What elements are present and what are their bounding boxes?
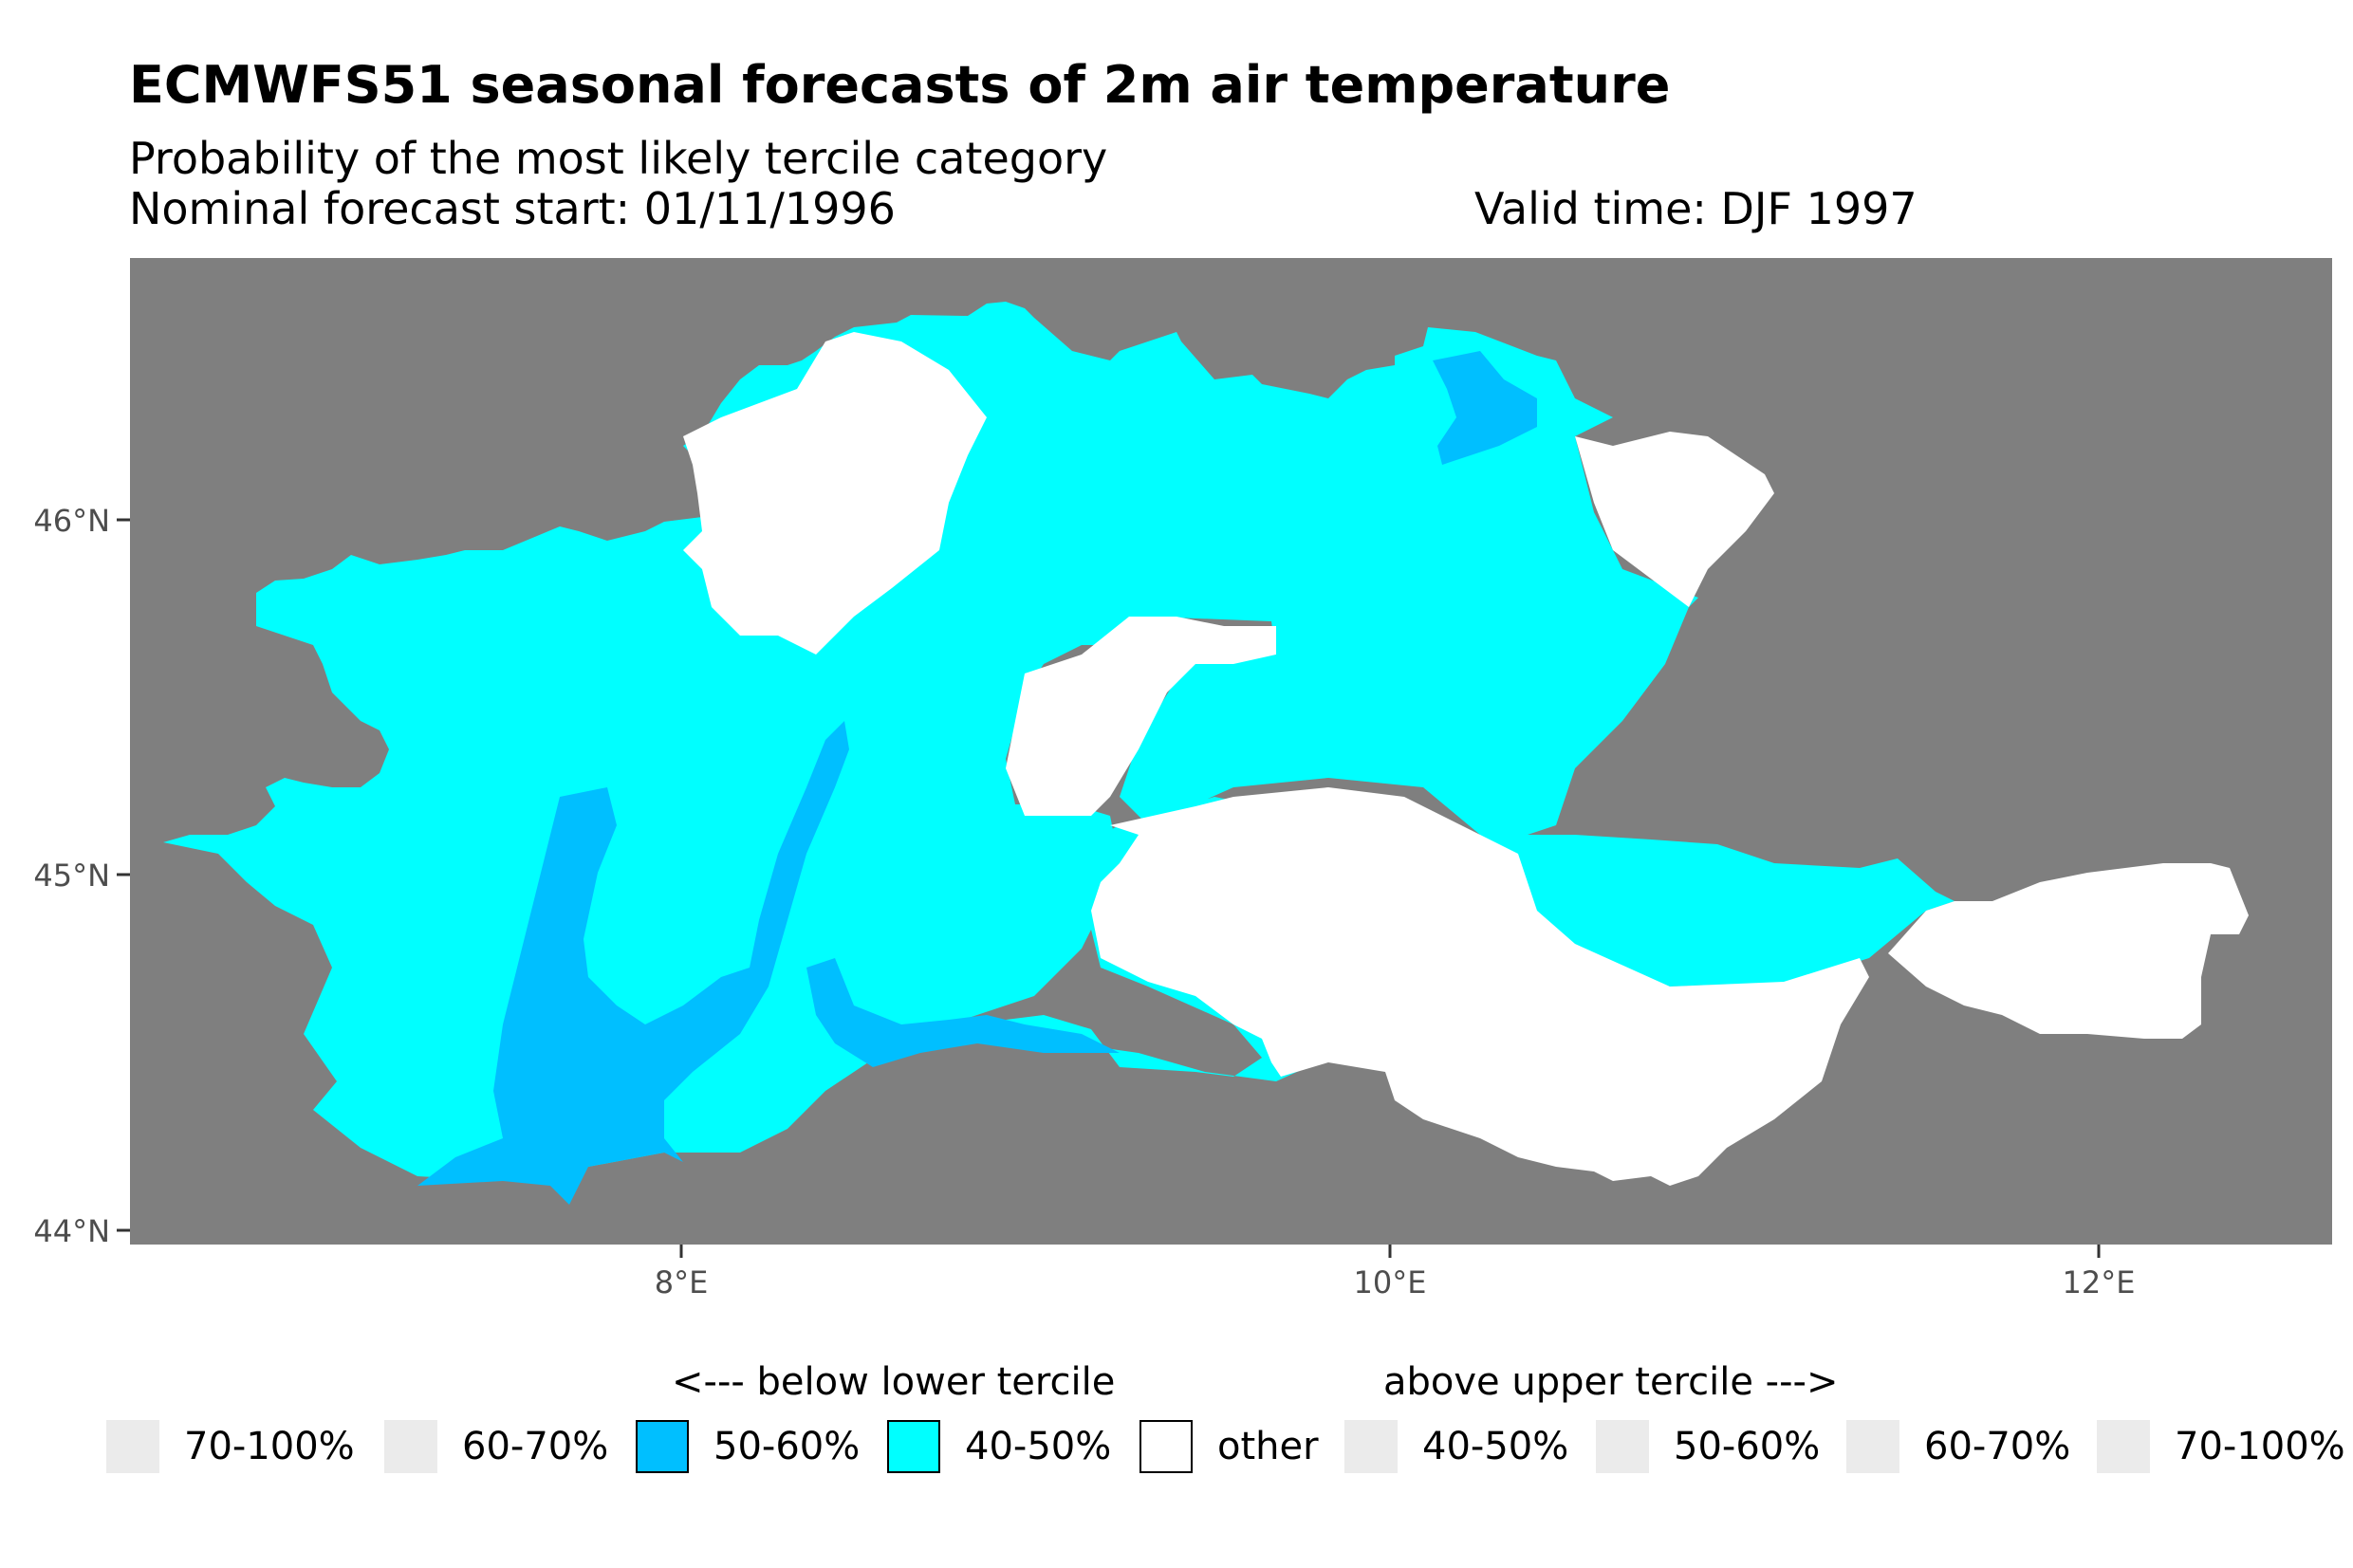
legend-key-7 — [1846, 1420, 1899, 1473]
lat-tick-45: 45°N — [33, 858, 110, 894]
legend-key-0 — [106, 1420, 159, 1473]
lat-tick-44: 44°N — [33, 1213, 110, 1249]
legend-label-7: 60-70% — [1924, 1425, 2071, 1468]
region-below-50-60-north — [1433, 351, 1537, 465]
lon-tick-10: 10°E — [1353, 1264, 1427, 1301]
region-below-50-60-west — [417, 721, 849, 1205]
legend-label-5: 40-50% — [1422, 1425, 1569, 1468]
region-other-northeast — [1575, 432, 1774, 607]
lat-tick-46: 46°N — [33, 503, 110, 539]
legend-key-2 — [636, 1420, 689, 1473]
lon-tick-8: 8°E — [654, 1264, 709, 1301]
valid-time-label: Valid time: DJF 1997 — [1474, 183, 1918, 234]
legend-above-header: above upper tercile ---> — [1383, 1360, 1839, 1404]
legend-label-4: other — [1217, 1425, 1319, 1468]
legend-label-3: 40-50% — [965, 1425, 1112, 1468]
region-below-40-50 — [163, 302, 1955, 1181]
forecast-start-label: Nominal forecast start: 01/11/1996 — [129, 183, 896, 234]
legend-key-8 — [2097, 1420, 2150, 1473]
region-other-central — [1006, 617, 1276, 816]
legend-below-header: <--- below lower tercile — [672, 1360, 1116, 1404]
legend-label-8: 70-100% — [2175, 1425, 2345, 1468]
legend-key-3 — [887, 1420, 940, 1473]
legend-label-1: 60-70% — [462, 1425, 609, 1468]
legend-key-4 — [1139, 1420, 1193, 1473]
lon-tick-12: 12°E — [2062, 1264, 2136, 1301]
legend-label-0: 70-100% — [184, 1425, 355, 1468]
region-other-east — [1888, 863, 2249, 1039]
legend-key-1 — [384, 1420, 437, 1473]
chart-subtitle: Probability of the most likely tercile c… — [129, 133, 1108, 184]
legend-key-5 — [1344, 1420, 1398, 1473]
region-below-50-60-south — [806, 958, 1120, 1067]
region-other-northwest — [683, 332, 987, 655]
legend-key-6 — [1596, 1420, 1649, 1473]
region-other-south — [1091, 787, 1869, 1186]
legend-label-6: 50-60% — [1674, 1425, 1821, 1468]
chart-title: ECMWFS51 seasonal forecasts of 2m air te… — [129, 55, 1671, 115]
legend-label-2: 50-60% — [713, 1425, 861, 1468]
